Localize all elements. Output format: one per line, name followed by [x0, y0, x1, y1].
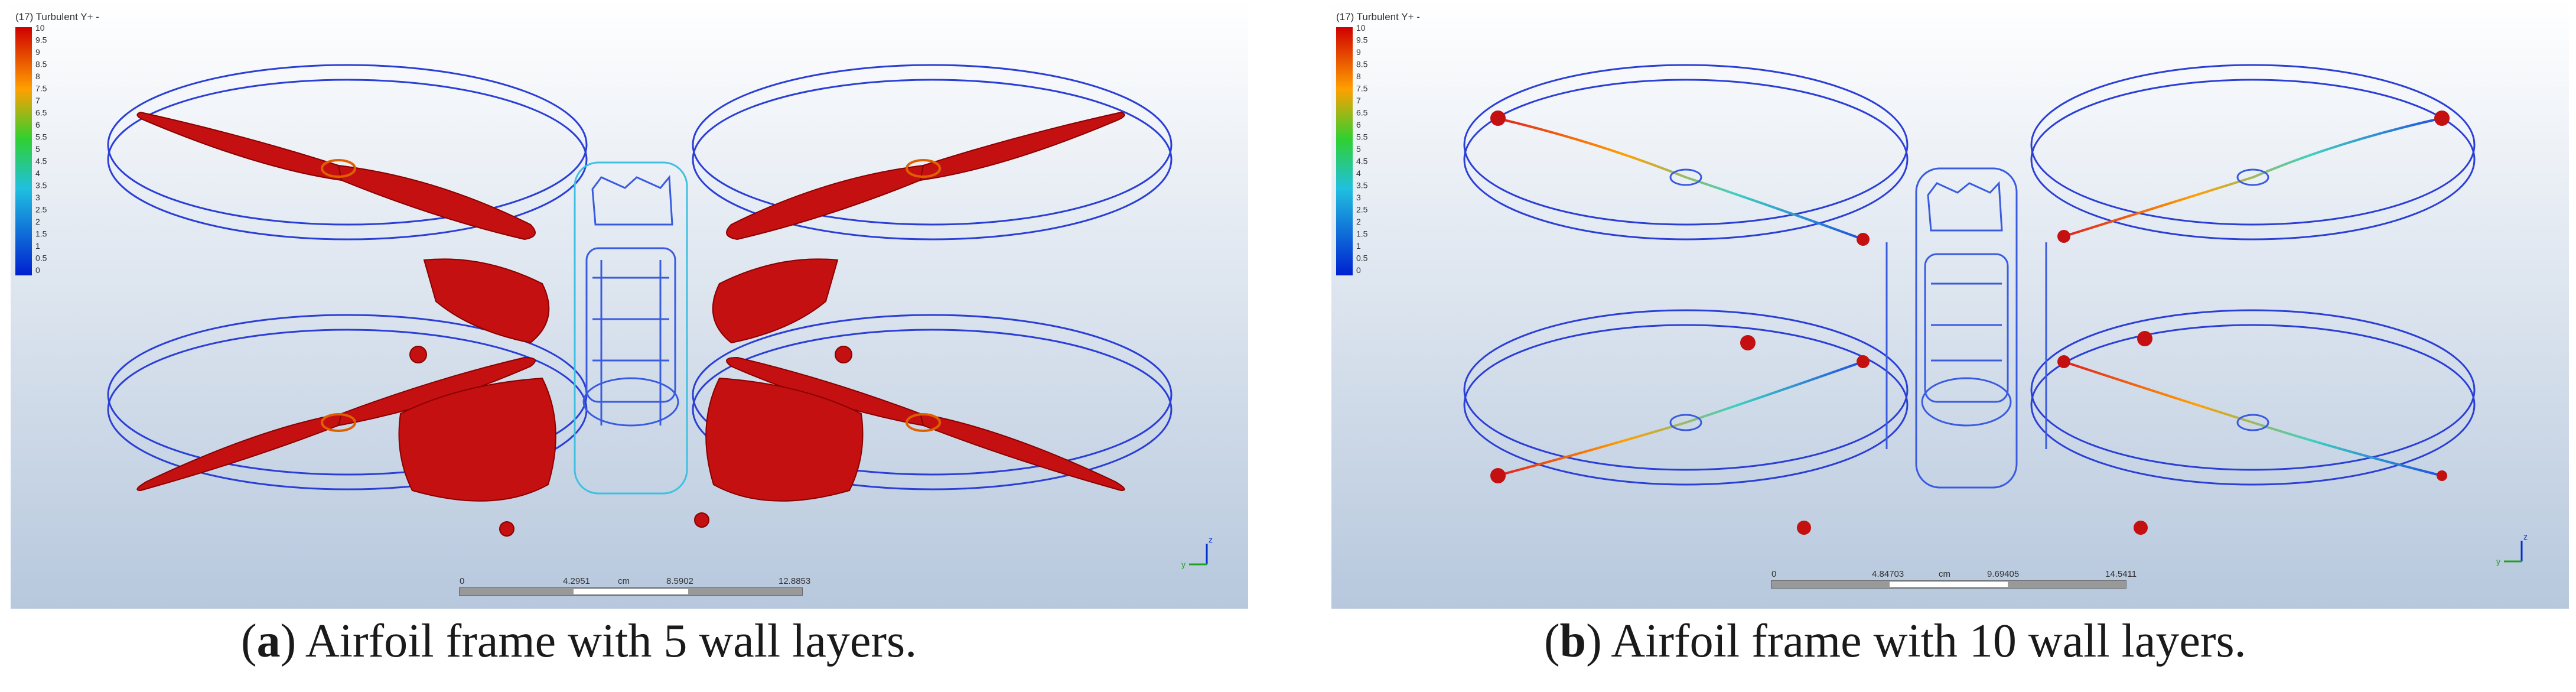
svg-text:9.69405: 9.69405 — [1987, 569, 2019, 579]
legend-tick-label: 0.5 — [1356, 254, 1368, 263]
panel-b: (17) Turbulent Y+ - 10 9.5 9 8.5 8 7.5 7 6.5 6 5.… — [1331, 0, 2569, 667]
legend-tick-label: 1.5 — [35, 229, 47, 239]
legend-tick-label: 8 — [35, 72, 40, 81]
legend-tick-label: 2 — [35, 217, 40, 226]
legend-title: (17) Turbulent Y+ - — [1336, 11, 1420, 22]
legend-tick-label: 1.5 — [1356, 229, 1368, 239]
legend-tick-label: 0 — [35, 265, 40, 275]
legend-tick-label: 6.5 — [1356, 108, 1368, 118]
rotor-discs — [1463, 64, 2476, 486]
svg-text:cm: cm — [1939, 569, 1950, 579]
legend-tick-label: 5.5 — [35, 132, 47, 142]
legend-tick-label: 5 — [1356, 144, 1361, 154]
axis-triad: z y — [2496, 532, 2528, 566]
propeller-blades — [136, 111, 1125, 537]
legend-tick-label: 1 — [35, 241, 40, 251]
legend-tick-label: 8.5 — [35, 60, 47, 69]
propeller-blade-traces — [1496, 117, 2443, 477]
legend-tick-label: 10 — [35, 23, 45, 33]
drone-frame — [574, 161, 688, 495]
legend-tick-label: 8 — [1356, 72, 1361, 81]
legend-tick-label: 6 — [1356, 120, 1361, 129]
svg-text:z: z — [1209, 535, 1213, 544]
panel-a: (17) Turbulent Y+ - 10 9.5 9 8.5 8 7.5 7 6.5 6 5.… — [11, 0, 1248, 667]
legend-tick-label: 9.5 — [35, 35, 47, 45]
legend-tick-label: 2 — [1356, 217, 1361, 226]
color-legend: (17) Turbulent Y+ - 109.598.587.576.565.… — [15, 11, 99, 275]
svg-text:y: y — [2496, 557, 2500, 566]
legend-tick-label: 4.5 — [35, 157, 47, 166]
legend-tick-label: 3 — [35, 193, 40, 202]
hubs — [321, 159, 941, 432]
caption-a: (a) Airfoil frame with 5 wall layers. — [241, 615, 917, 667]
scale-bar: 0 4.84703 cm 9.69405 14.5411 — [1771, 569, 2137, 589]
legend-tick-label: 4 — [35, 168, 40, 178]
legend-colorbar — [15, 27, 32, 275]
simulation-view-b: (17) Turbulent Y+ - 109.598.587.576.565.… — [1331, 0, 2569, 609]
legend-tick-label: 1 — [1356, 241, 1361, 251]
legend-tick-label: 5 — [35, 144, 40, 154]
color-legend: (17) Turbulent Y+ - 109.598.587.576.565.… — [1336, 11, 1420, 275]
svg-text:8.5902: 8.5902 — [666, 576, 693, 586]
legend-tick-label: 3.5 — [35, 181, 47, 190]
svg-text:4.2951: 4.2951 — [563, 576, 590, 586]
svg-text:z: z — [2523, 532, 2528, 541]
drone-frame — [1885, 167, 2047, 489]
legend-tick-label: 6.5 — [35, 108, 47, 118]
legend-tick-label: 3.5 — [1356, 181, 1368, 190]
legend-tick-label: 4 — [1356, 168, 1361, 178]
svg-text:0: 0 — [460, 576, 464, 586]
viewport-background — [11, 0, 1248, 609]
blade-tip-markers — [1490, 111, 2450, 535]
svg-text:0: 0 — [1771, 569, 1776, 579]
svg-text:cm: cm — [618, 576, 630, 586]
legend-tick-label: 9 — [1356, 47, 1361, 57]
legend-tick-label: 10 — [1356, 23, 1366, 33]
svg-text:14.5411: 14.5411 — [2105, 569, 2137, 579]
legend-tick-label: 0.5 — [35, 254, 47, 263]
hubs — [1669, 168, 2269, 431]
legend-tick-label: 6 — [35, 120, 40, 129]
svg-text:4.84703: 4.84703 — [1872, 569, 1904, 579]
axis-triad: z y — [1181, 535, 1213, 569]
legend-tick-label: 5.5 — [1356, 132, 1368, 142]
legend-tick-label: 7.5 — [1356, 84, 1368, 93]
legend-tick-label: 7.5 — [35, 84, 47, 93]
legend-tick-label: 0 — [1356, 265, 1361, 275]
legend-colorbar — [1336, 27, 1353, 275]
legend-tick-label: 2.5 — [35, 205, 47, 215]
legend-tick-label: 9.5 — [1356, 35, 1368, 45]
scale-bar: 0 4.2951 cm 8.5902 12.8853 — [459, 576, 810, 596]
legend-tick-label: 7 — [35, 96, 40, 105]
legend-tick-label: 9 — [35, 47, 40, 57]
svg-text:12.8853: 12.8853 — [779, 576, 810, 586]
caption-b: (b) Airfoil frame with 10 wall layers. — [1544, 615, 2246, 667]
viewport-background — [1331, 0, 2569, 609]
legend-tick-label: 7 — [1356, 96, 1361, 105]
legend-tick-label: 3 — [1356, 193, 1361, 202]
legend-tick-label: 2.5 — [1356, 205, 1368, 215]
svg-text:y: y — [1181, 560, 1186, 569]
legend-tick-label: 8.5 — [1356, 60, 1368, 69]
simulation-view-a: (17) Turbulent Y+ - 109.598.587.576.565.… — [11, 0, 1248, 609]
legend-tick-label: 4.5 — [1356, 157, 1368, 166]
legend-title: (17) Turbulent Y+ - — [15, 11, 99, 22]
